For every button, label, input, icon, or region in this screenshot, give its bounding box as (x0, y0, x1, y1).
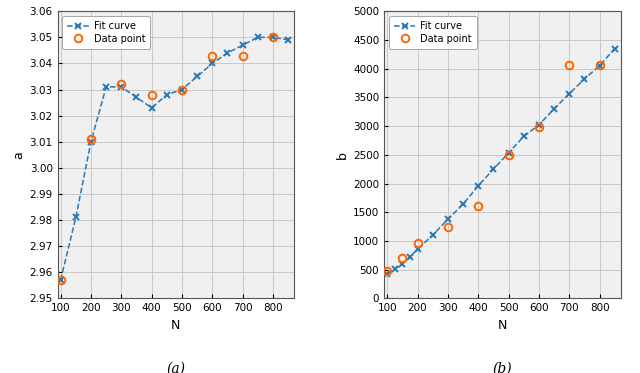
Data point (596, 62, 604, 67)
Fit curve (474, 184, 482, 188)
Fit curve (87, 140, 95, 144)
Fit curve (148, 106, 156, 110)
Fit curve (163, 93, 171, 97)
Data point (118, 82, 125, 87)
Y-axis label: a: a (12, 151, 26, 159)
Fit curve (460, 202, 467, 206)
Fit curve (596, 63, 604, 68)
Line: Fit curve: Fit curve (58, 34, 291, 283)
Fit curve (254, 35, 262, 40)
Fit curve (209, 61, 216, 66)
Fit curve (239, 43, 246, 47)
Y-axis label: b: b (336, 151, 349, 159)
Fit curve (550, 107, 558, 111)
Data point (535, 125, 543, 129)
Text: (a): (a) (166, 361, 186, 373)
Data point (444, 225, 452, 229)
Fit curve (444, 217, 452, 221)
Fit curve (391, 267, 399, 271)
Fit curve (535, 123, 543, 127)
Line: Data point: Data point (383, 61, 604, 275)
Fit curve (102, 85, 110, 89)
Fit curve (520, 134, 527, 139)
Fit curve (399, 262, 406, 266)
Legend: Fit curve, Data point: Fit curve, Data point (63, 16, 150, 49)
Fit curve (611, 46, 619, 51)
Fit curve (193, 74, 201, 79)
Fit curve (132, 95, 140, 100)
Data point (413, 241, 421, 245)
Data point (269, 35, 277, 40)
Data point (474, 204, 482, 209)
Data point (209, 53, 216, 58)
X-axis label: N: N (498, 319, 507, 332)
Fit curve (72, 215, 79, 220)
Data point (399, 256, 406, 260)
Data point (383, 269, 391, 273)
Data point (178, 87, 186, 92)
Data point (239, 53, 246, 58)
Legend: Fit curve, Data point: Fit curve, Data point (389, 16, 477, 49)
Fit curve (429, 233, 436, 238)
Fit curve (284, 38, 292, 42)
Line: Fit curve: Fit curve (384, 46, 618, 277)
Data point (505, 153, 513, 158)
X-axis label: N: N (172, 319, 180, 332)
Data point (148, 93, 156, 97)
Fit curve (580, 77, 588, 81)
Data point (565, 62, 573, 67)
Fit curve (413, 247, 421, 251)
Fit curve (178, 87, 186, 92)
Fit curve (406, 255, 414, 259)
Fit curve (223, 51, 231, 55)
Text: (b): (b) (493, 361, 512, 373)
Fit curve (490, 167, 497, 172)
Fit curve (505, 151, 513, 155)
Fit curve (269, 35, 277, 40)
Line: Data point: Data point (57, 34, 277, 284)
Fit curve (383, 272, 391, 276)
Fit curve (118, 85, 125, 89)
Data point (87, 137, 95, 141)
Fit curve (565, 92, 573, 96)
Data point (57, 278, 65, 282)
Fit curve (57, 278, 65, 282)
